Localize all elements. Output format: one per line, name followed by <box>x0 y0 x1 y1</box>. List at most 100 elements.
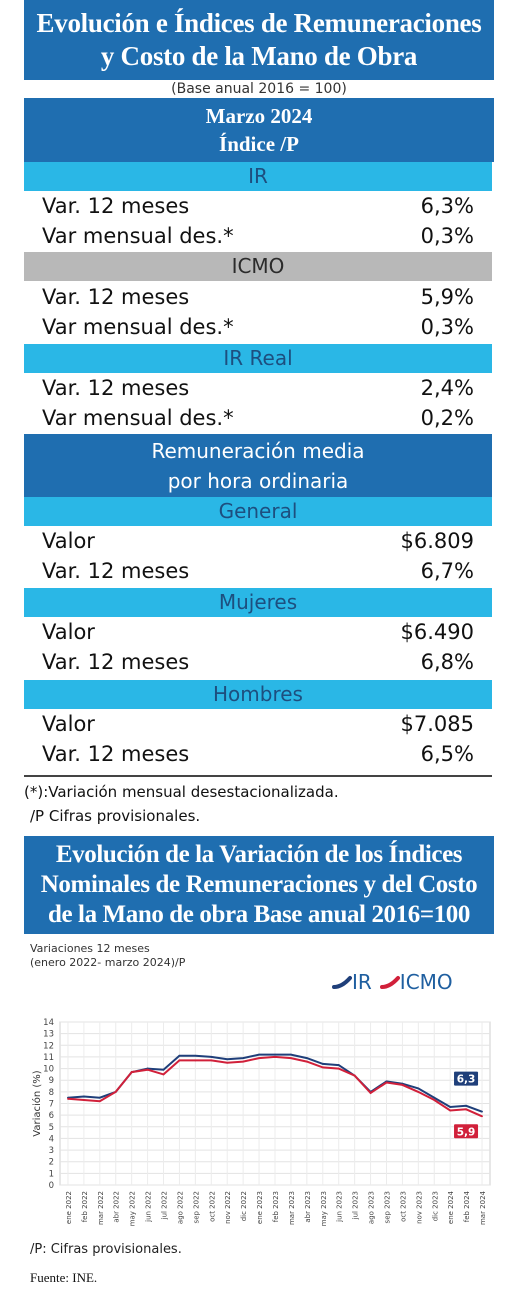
section-remuneracion: Remuneración media por hora ordinaria <box>24 434 492 498</box>
x-tick-label: oct 2022 <box>208 1191 216 1222</box>
row-label: Var. 12 meses <box>42 650 190 674</box>
data-point-ir <box>242 1057 245 1059</box>
y-tick-label: 11 <box>43 1053 54 1063</box>
remuneracion-title-1: Remuneración media <box>151 439 365 463</box>
x-tick-label: ago 2023 <box>368 1191 376 1224</box>
y-tick-label: 3 <box>49 1146 54 1156</box>
table-bottom-rule <box>24 775 492 777</box>
x-tick-label: sep 2022 <box>192 1191 200 1223</box>
x-tick-label: abr 2022 <box>113 1191 121 1223</box>
row-value: 0,3% <box>420 315 474 339</box>
y-tick-label: 14 <box>43 1018 54 1028</box>
row-value: 6,5% <box>420 742 474 766</box>
data-point-icmo <box>417 1090 420 1093</box>
hombres-row-var12: Var. 12 meses 6,5% <box>24 739 486 769</box>
month-label: Marzo 2024 <box>205 104 313 128</box>
data-point-ir <box>433 1096 436 1099</box>
data-point-icmo <box>114 1090 117 1093</box>
x-tick-label: dic 2023 <box>431 1191 439 1221</box>
ir-row-varmensual: Var mensual des.* 0,3% <box>24 221 486 251</box>
data-point-icmo <box>274 1056 276 1058</box>
data-point-icmo <box>433 1099 436 1101</box>
data-point-ir <box>417 1087 420 1090</box>
data-point-ir <box>162 1068 165 1071</box>
data-point-icmo <box>98 1100 101 1103</box>
data-point-icmo <box>242 1060 245 1063</box>
legend-icmo-label: ICMO <box>399 970 453 994</box>
data-point-icmo <box>481 1115 483 1118</box>
x-tick-label: ene 2024 <box>447 1190 455 1224</box>
x-tick-label: abr 2023 <box>304 1191 312 1223</box>
x-tick-label: mar 2024 <box>479 1190 487 1225</box>
month-header: Marzo 2024 Índice /P <box>24 98 494 162</box>
legend-ir: IR <box>332 970 372 994</box>
legend-icmo: ICMO <box>379 970 453 994</box>
data-point-ir <box>465 1104 468 1107</box>
chart-header-line-2: Nominales de Remuneraciones y del Costo <box>40 871 478 898</box>
data-point-icmo <box>258 1057 260 1059</box>
y-tick-label: 12 <box>43 1041 54 1051</box>
data-point-icmo <box>130 1071 133 1073</box>
y-tick-label: 0 <box>49 1181 54 1191</box>
data-point-ir <box>98 1096 101 1099</box>
remuneracion-title-2: por hora ordinaria <box>167 469 349 493</box>
data-point-icmo <box>369 1092 372 1094</box>
data-point-icmo <box>321 1066 324 1069</box>
row-label: Var. 12 meses <box>42 559 190 583</box>
chart-subtitle-2: (enero 2022- marzo 2024)/P <box>30 956 186 969</box>
data-point-ir <box>449 1106 452 1108</box>
x-tick-label: may 2023 <box>320 1191 328 1226</box>
title-line-1: Evolución e Índices de Remuneraciones <box>36 8 482 38</box>
data-point-icmo <box>385 1081 388 1084</box>
legend-icmo-swatch <box>379 976 400 989</box>
data-point-icmo <box>194 1059 197 1062</box>
x-tick-label: feb 2023 <box>272 1191 280 1222</box>
chart-footnote: /P: Cifras provisionales. <box>30 1242 182 1257</box>
row-label: Var mensual des.* <box>42 224 234 248</box>
y-tick-label: 7 <box>49 1100 54 1110</box>
row-label: Var. 12 meses <box>42 742 190 766</box>
base-note: (Base anual 2016 = 100) <box>171 81 347 97</box>
index-label: Índice /P <box>219 132 299 156</box>
title-line-2: y Costo de la Mano de Obra <box>100 41 418 71</box>
y-tick-label: 1 <box>49 1169 54 1179</box>
row-value: 6,8% <box>420 650 474 674</box>
x-tick-label: ene 2022 <box>65 1191 73 1224</box>
row-label: Var. 12 meses <box>42 194 190 218</box>
data-point-ir <box>194 1054 197 1057</box>
x-tick-label: jun 2022 <box>145 1191 153 1223</box>
x-tick-label: ago 2022 <box>176 1191 184 1224</box>
row-value: $7.085 <box>400 712 474 736</box>
end-label-ir-box <box>454 1071 479 1086</box>
footnote-desestacionalizada: (*):Variación mensual desestacionalizada… <box>24 783 339 801</box>
data-point-icmo <box>449 1109 452 1112</box>
x-tick-label: sep 2023 <box>383 1191 391 1223</box>
y-tick-label: 8 <box>49 1088 54 1098</box>
irreal-row-var12: Var. 12 meses 2,4% <box>24 373 486 403</box>
general-row-valor: Valor $6.809 <box>24 526 486 556</box>
data-point-icmo <box>401 1083 404 1086</box>
data-point-icmo <box>146 1068 149 1071</box>
chart-legend: IR ICMO <box>332 970 461 994</box>
y-tick-label: 2 <box>49 1158 54 1168</box>
section-ir: IR <box>24 162 492 191</box>
chart-header: Evolución de la Variación de los Índices… <box>24 836 494 934</box>
general-row-var12: Var. 12 meses 6,7% <box>24 556 486 586</box>
data-point-icmo <box>178 1059 181 1062</box>
source-note: Fuente: INE. <box>30 1270 98 1285</box>
data-point-icmo <box>337 1067 340 1070</box>
y-tick-label: 10 <box>43 1065 54 1075</box>
row-value: 6,7% <box>420 559 474 583</box>
data-point-ir <box>258 1053 260 1056</box>
row-value: $6.490 <box>400 620 474 644</box>
icmo-row-var12: Var. 12 meses 5,9% <box>24 282 486 312</box>
x-tick-label: mar 2023 <box>288 1191 296 1225</box>
data-point-icmo <box>290 1057 292 1059</box>
row-value: 2,4% <box>420 376 474 400</box>
y-tick-label: 5 <box>49 1123 54 1133</box>
data-point-ir <box>305 1057 308 1059</box>
y-tick-label: 13 <box>43 1030 54 1040</box>
y-tick-label: 4 <box>49 1134 54 1144</box>
x-tick-label: feb 2024 <box>463 1190 471 1222</box>
